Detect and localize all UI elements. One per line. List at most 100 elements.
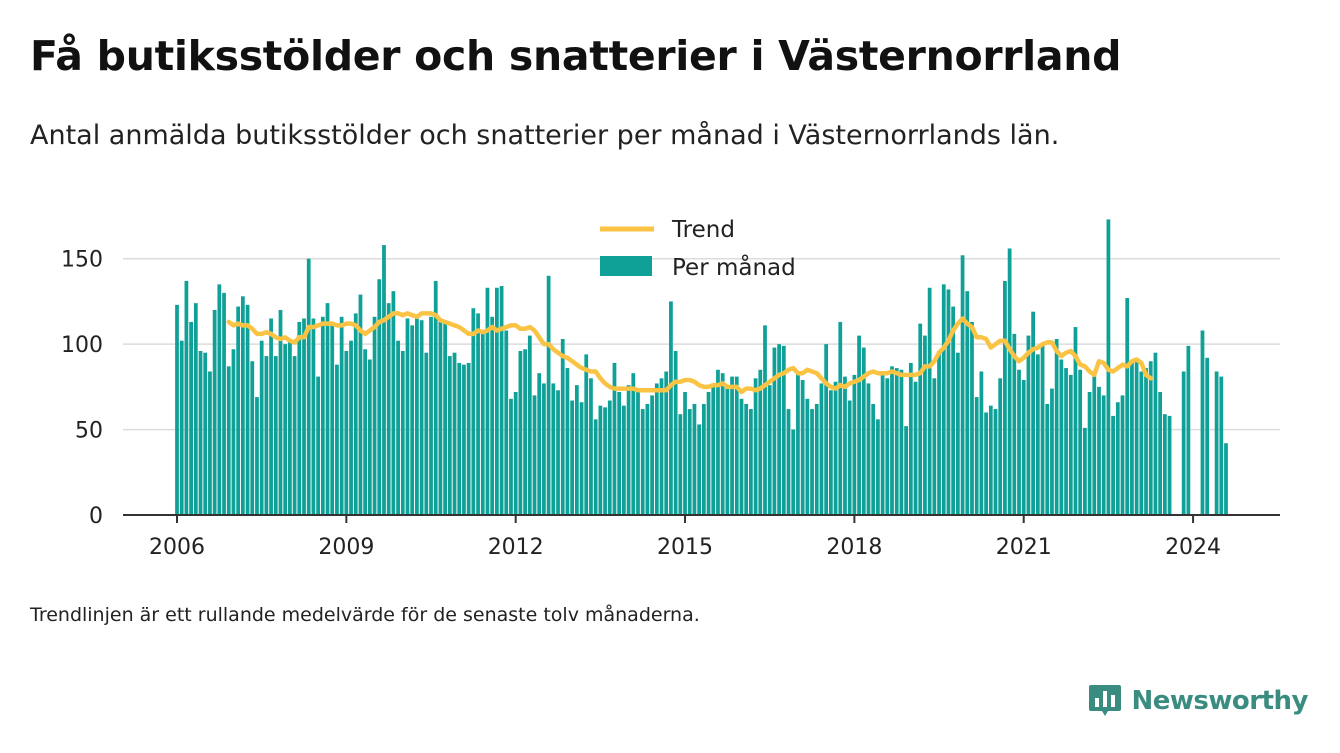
bar <box>208 371 212 515</box>
bar <box>622 405 626 515</box>
bar <box>612 362 617 515</box>
bar <box>683 391 687 515</box>
bar <box>1092 371 1097 515</box>
bar <box>546 275 551 515</box>
bar <box>697 424 702 515</box>
bar <box>532 395 537 515</box>
bar <box>824 344 829 515</box>
bar <box>504 330 509 515</box>
bar <box>391 291 396 515</box>
bar <box>894 368 899 515</box>
bar <box>974 397 979 515</box>
bar <box>927 287 932 515</box>
bar <box>1083 427 1087 515</box>
bar <box>1031 311 1036 515</box>
bar <box>918 323 923 515</box>
bar <box>438 318 443 515</box>
bar <box>466 362 471 515</box>
footnote: Trendlinjen är ett rullande medelvärde f… <box>30 604 700 626</box>
bar <box>283 344 288 515</box>
bar <box>805 398 810 515</box>
bar <box>833 381 838 515</box>
bar <box>725 388 730 515</box>
y-tick-label: 50 <box>75 419 103 444</box>
bar <box>240 296 245 515</box>
bar <box>866 383 871 515</box>
bar <box>654 383 659 515</box>
bar <box>1125 298 1130 515</box>
bar <box>1068 374 1073 515</box>
bar <box>1200 330 1205 515</box>
bar <box>1162 414 1167 515</box>
bar <box>527 335 532 515</box>
bar <box>471 308 476 515</box>
bar <box>250 361 255 515</box>
bar <box>692 403 697 515</box>
bar <box>763 325 767 515</box>
brand-name: Newsworthy <box>1131 686 1309 716</box>
grid-lines <box>123 257 1280 431</box>
bar <box>767 385 772 515</box>
bar <box>636 391 640 515</box>
bar <box>899 369 904 515</box>
bar <box>890 366 894 515</box>
bar <box>551 383 556 515</box>
bar <box>1045 403 1050 515</box>
bar <box>1050 388 1054 515</box>
bar <box>415 318 419 515</box>
bar <box>259 340 264 515</box>
x-tick-label: 2012 <box>488 535 544 560</box>
y-tick-label: 100 <box>61 333 103 358</box>
bar <box>951 306 956 515</box>
bar <box>1219 376 1224 515</box>
bar <box>335 364 339 515</box>
bar <box>179 340 184 515</box>
bar <box>777 344 781 515</box>
bar <box>1148 361 1153 515</box>
bar <box>523 349 527 515</box>
bar <box>1144 368 1148 515</box>
bar <box>264 356 269 515</box>
bar <box>1115 402 1120 515</box>
bar <box>650 395 654 515</box>
bars-per-month <box>175 219 1228 516</box>
bar <box>645 403 650 515</box>
bar <box>1021 380 1026 515</box>
bar <box>400 350 405 515</box>
bar <box>913 381 918 515</box>
bar <box>584 354 589 515</box>
bar <box>353 313 358 515</box>
bar <box>269 318 273 515</box>
bar <box>193 303 198 515</box>
legend: Trend Per månad <box>600 217 796 281</box>
bar <box>716 369 720 515</box>
bar <box>212 309 217 515</box>
chart-subtitle: Antal anmälda butiksstölder och snatteri… <box>30 120 1060 151</box>
bar <box>288 340 292 515</box>
bar <box>970 321 974 515</box>
bar <box>1073 327 1078 515</box>
bar <box>565 368 570 515</box>
bar <box>598 405 603 515</box>
bar <box>749 409 753 515</box>
bar <box>560 339 565 515</box>
bar <box>405 318 410 515</box>
bar <box>998 378 1003 515</box>
bar <box>278 309 283 515</box>
bar <box>781 345 786 515</box>
bar <box>904 426 908 515</box>
bar <box>198 350 203 515</box>
bar <box>687 409 692 515</box>
bar <box>433 280 438 515</box>
bar <box>758 369 763 515</box>
bar <box>678 414 683 515</box>
bar <box>955 352 960 515</box>
bar <box>1101 395 1106 515</box>
bar <box>184 280 189 515</box>
bar <box>499 286 504 515</box>
bar <box>819 383 824 515</box>
bar <box>255 397 259 515</box>
legend-per-month-label: Per månad <box>672 253 796 281</box>
bar <box>306 258 311 515</box>
x-tick-label: 2021 <box>996 535 1052 560</box>
